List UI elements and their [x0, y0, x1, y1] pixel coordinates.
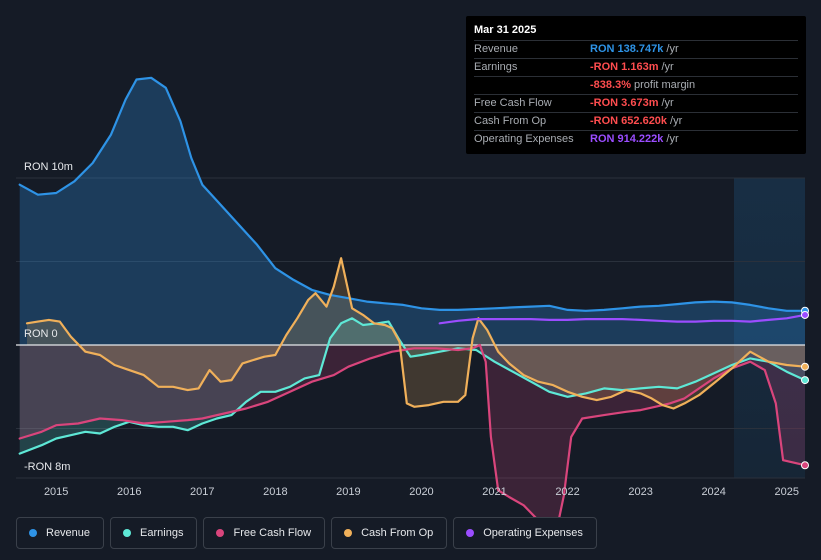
legend-dot-icon [29, 529, 37, 537]
legend-label: Operating Expenses [483, 527, 583, 539]
legend-label: Revenue [46, 527, 91, 539]
x-tick-2017: 2017 [190, 486, 214, 498]
tooltip-date: Mar 31 2025 [474, 24, 537, 36]
revenue-area [19, 77, 805, 346]
y-bottom-label: -RON 8m [24, 461, 70, 473]
tooltip-row: Revenue RON 138.747k/yr [474, 40, 798, 58]
tooltip-row-label [474, 77, 590, 94]
tooltip-row-value: RON 138.747k/yr [590, 43, 679, 55]
x-tick-2022: 2022 [555, 486, 579, 498]
operating-expenses-line [438, 313, 807, 325]
x-tick-2024: 2024 [701, 486, 725, 498]
tooltip-row: Free Cash Flow -RON 3.673m/yr [474, 94, 798, 112]
cash-from-op-line [25, 257, 807, 410]
legend-dot-icon [216, 529, 225, 537]
tooltip-row-label: Earnings [474, 61, 518, 73]
tooltip-row-value: -838.3% profit margin [590, 79, 696, 91]
tooltip-row-value: -RON 1.163m/yr [590, 61, 674, 73]
x-tick-2019: 2019 [336, 486, 360, 498]
x-tick-2018: 2018 [263, 486, 287, 498]
x-tick-2025: 2025 [774, 486, 798, 498]
legend-item-revenue[interactable]: Revenue [16, 517, 105, 549]
tooltip-panel: Mar 31 2025 Revenue RON 138.747k/yr Earnin… [466, 16, 806, 154]
tooltip-row-value: -RON 3.673m/yr [590, 97, 674, 109]
earnings-area [19, 318, 805, 454]
tooltip-row-value: -RON 652.620k/yr [590, 115, 683, 127]
tooltip-row-label: Operating Expenses [474, 133, 574, 145]
earnings-endpoint [801, 376, 809, 385]
legend-dot-icon [123, 529, 132, 537]
x-tick-2021: 2021 [482, 486, 506, 498]
y-zero-label: RON 0 [24, 328, 58, 340]
legend-item-operating-expenses[interactable]: Operating Expenses [453, 517, 597, 549]
series-areas [16, 77, 805, 531]
legend: Revenue Earnings Free Cash Flow Cash From O… [16, 517, 597, 549]
operating-expenses-endpoint [801, 310, 809, 319]
series-endpoints [801, 306, 809, 470]
series-lines [18, 76, 807, 532]
free-cash-flow-line [18, 343, 807, 532]
legend-label: Free Cash Flow [233, 527, 312, 539]
x-tick-2016: 2016 [117, 486, 141, 498]
x-tick-2015: 2015 [44, 486, 68, 498]
legend-item-free-cash-flow[interactable]: Free Cash Flow [203, 517, 326, 549]
tooltip-row: Earnings -RON 1.163m/yr [474, 58, 798, 76]
legend-label: Earnings [140, 527, 184, 539]
legend-dot-icon [344, 529, 353, 537]
x-axis-ticks: 2015 2016 2017 2018 2019 2020 2021 2022 2023 2024… [44, 486, 799, 498]
tooltip-row-label: Cash From Op [474, 115, 547, 127]
x-tick-2023: 2023 [628, 486, 652, 498]
tooltip-row: Operating Expenses RON 914.222k/yr [474, 130, 798, 148]
tooltip-row-label: Free Cash Flow [474, 97, 552, 109]
legend-item-cash-from-op[interactable]: Cash From Op [331, 517, 448, 549]
cash-from-op-area [27, 258, 805, 409]
legend-dot-icon [466, 529, 475, 537]
tooltip-row: -838.3% profit margin [474, 76, 798, 94]
tooltip-row-label: Revenue [474, 43, 519, 55]
cash-from-op-endpoint [801, 362, 809, 371]
gridlines [16, 177, 805, 479]
legend-item-earnings[interactable]: Earnings [110, 517, 198, 549]
free-cash-flow-area [19, 345, 805, 531]
revenue-line [18, 76, 807, 312]
tooltip-row-value: RON 914.222k/yr [590, 133, 679, 145]
tooltip-row: Cash From Op -RON 652.620k/yr [474, 112, 798, 130]
y-top-label: RON 10m [24, 161, 73, 173]
legend-label: Cash From Op [361, 527, 434, 539]
x-tick-2020: 2020 [409, 486, 433, 498]
free-cash-flow-endpoint [801, 461, 809, 470]
